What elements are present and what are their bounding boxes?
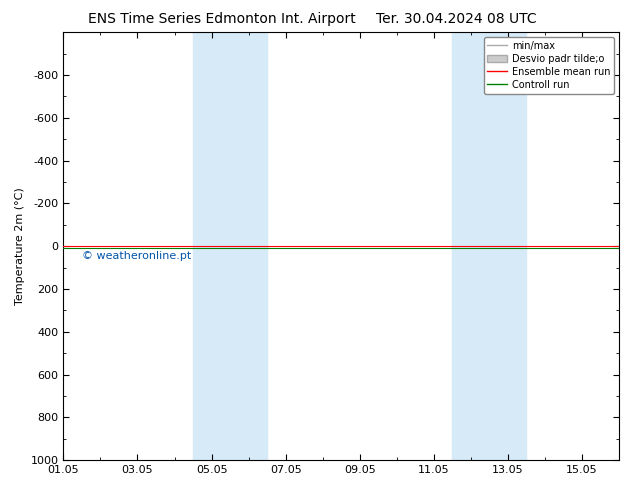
Legend: min/max, Desvio padr tilde;o, Ensemble mean run, Controll run: min/max, Desvio padr tilde;o, Ensemble m… <box>484 37 614 94</box>
Text: Ter. 30.04.2024 08 UTC: Ter. 30.04.2024 08 UTC <box>376 12 537 26</box>
Bar <box>193 32 267 460</box>
Text: ENS Time Series Edmonton Int. Airport: ENS Time Series Edmonton Int. Airport <box>88 12 356 26</box>
Y-axis label: Temperature 2m (°C): Temperature 2m (°C) <box>15 187 25 305</box>
Bar <box>452 32 526 460</box>
Text: © weatheronline.pt: © weatheronline.pt <box>82 251 191 262</box>
